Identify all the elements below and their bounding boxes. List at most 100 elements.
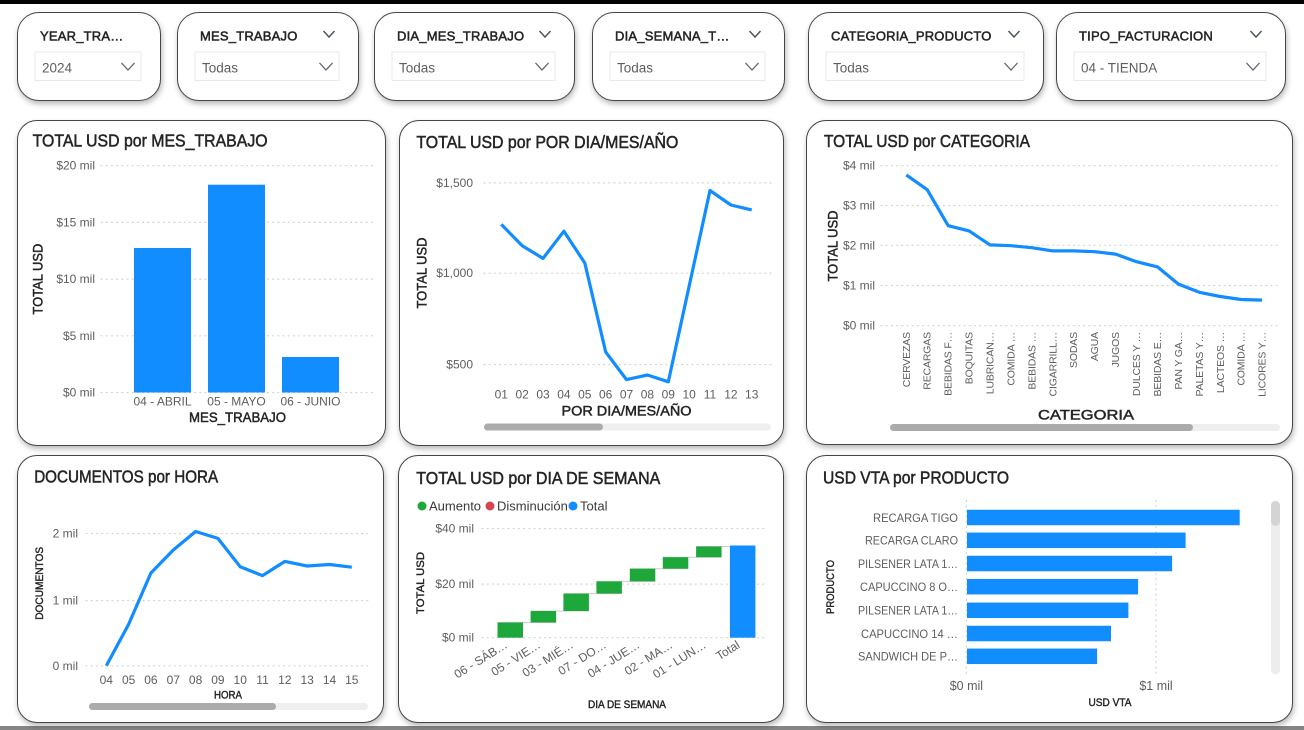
svg-text:10: 10 (682, 388, 696, 402)
svg-text:12: 12 (278, 673, 292, 687)
svg-text:RECARGA TIGO: RECARGA TIGO (873, 511, 958, 525)
svg-text:RECARGAS: RECARGAS (922, 332, 934, 390)
svg-text:POR DIA/MES/AÑO: POR DIA/MES/AÑO (562, 404, 692, 419)
svg-text:$5 mil: $5 mil (63, 329, 95, 343)
svg-text:BEBIDAS …: BEBIDAS … (1026, 332, 1038, 390)
svg-text:TOTAL USD: TOTAL USD (826, 210, 841, 281)
svg-text:$20 mil: $20 mil (435, 577, 474, 591)
svg-text:DULCES Y …: DULCES Y … (1131, 332, 1143, 396)
svg-text:PRODUCTO: PRODUCTO (825, 560, 837, 614)
svg-text:2024: 2024 (42, 61, 73, 76)
svg-text:$0 mil: $0 mil (63, 386, 95, 400)
svg-text:15: 15 (345, 673, 359, 687)
svg-text:02: 02 (515, 388, 529, 402)
svg-text:BEBIDAS F…: BEBIDAS F… (943, 332, 955, 396)
svg-text:RECARGA CLARO: RECARGA CLARO (865, 534, 958, 548)
svg-text:BOQUITAS: BOQUITAS (964, 332, 976, 384)
svg-text:08: 08 (189, 673, 203, 687)
svg-text:10: 10 (234, 673, 248, 687)
svg-text:04: 04 (100, 673, 114, 687)
svg-text:DOCUMENTOS: DOCUMENTOS (34, 547, 46, 620)
svg-text:$10 mil: $10 mil (56, 272, 95, 286)
svg-text:TOTAL USD: TOTAL USD (31, 243, 46, 314)
svg-text:MES_TRABAJO: MES_TRABAJO (200, 29, 298, 44)
svg-text:05: 05 (578, 388, 592, 402)
svg-text:CATEGORIA: CATEGORIA (1038, 408, 1134, 423)
svg-text:11: 11 (704, 388, 717, 402)
svg-text:YEAR_TRA…: YEAR_TRA… (40, 29, 123, 44)
svg-text:05: 05 (122, 673, 136, 687)
svg-text:CAPUCCINO 14 …: CAPUCCINO 14 … (861, 627, 958, 641)
svg-text:Aumento: Aumento (429, 499, 481, 514)
svg-text:$0 mil: $0 mil (442, 631, 474, 645)
svg-text:07: 07 (620, 388, 634, 402)
svg-text:09: 09 (662, 388, 676, 402)
svg-text:06: 06 (144, 673, 158, 687)
svg-text:DIA_SEMANA_T…: DIA_SEMANA_T… (615, 29, 730, 44)
svg-text:PILSENER LATA 1…: PILSENER LATA 1… (858, 557, 958, 571)
svg-text:Total: Total (713, 638, 742, 663)
svg-text:USD VTA por PRODUCTO: USD VTA por PRODUCTO (823, 468, 1009, 488)
svg-text:MES_TRABAJO: MES_TRABAJO (189, 410, 286, 425)
svg-text:$4 mil: $4 mil (843, 159, 875, 173)
svg-text:$2 mil: $2 mil (843, 238, 875, 252)
svg-text:LUBRICAN…: LUBRICAN… (985, 332, 997, 394)
svg-text:$3 mil: $3 mil (843, 199, 875, 213)
svg-text:TOTAL USD: TOTAL USD (415, 237, 430, 308)
svg-text:COMIDA …: COMIDA … (1005, 332, 1017, 386)
svg-text:TOTAL USD por MES_TRABAJO: TOTAL USD por MES_TRABAJO (33, 131, 268, 152)
svg-text:DOCUMENTOS por HORA: DOCUMENTOS por HORA (34, 467, 218, 487)
svg-text:$1 mil: $1 mil (1139, 679, 1172, 693)
svg-text:SODAS: SODAS (1068, 332, 1080, 368)
svg-text:06 - JUNIO: 06 - JUNIO (280, 395, 340, 409)
svg-text:$0 mil: $0 mil (843, 319, 875, 333)
svg-text:$1 mil: $1 mil (843, 279, 875, 293)
svg-text:HORA: HORA (214, 690, 243, 702)
svg-text:CIGARRILL…: CIGARRILL… (1047, 332, 1059, 396)
svg-text:07: 07 (167, 673, 181, 687)
svg-text:DIA DE SEMANA: DIA DE SEMANA (588, 699, 667, 711)
svg-text:TOTAL USD: TOTAL USD (415, 552, 427, 614)
svg-text:0 mil: 0 mil (53, 659, 78, 673)
svg-text:01: 01 (495, 388, 509, 402)
svg-text:CAPUCCINO 8 O…: CAPUCCINO 8 O… (860, 580, 958, 594)
svg-text:2 mil: 2 mil (53, 527, 78, 541)
svg-text:04 - TIENDA: 04 - TIENDA (1081, 61, 1157, 76)
svg-text:TIPO_FACTURACION: TIPO_FACTURACION (1079, 29, 1213, 44)
svg-text:USD VTA: USD VTA (1089, 697, 1133, 709)
svg-text:03: 03 (536, 388, 550, 402)
svg-text:TOTAL USD por DIA DE SEMANA: TOTAL USD por DIA DE SEMANA (416, 468, 660, 488)
svg-text:$20 mil: $20 mil (56, 159, 95, 173)
svg-text:Todas: Todas (202, 61, 238, 76)
svg-text:1 mil: 1 mil (53, 594, 78, 608)
svg-text:06: 06 (599, 388, 613, 402)
svg-text:$1,500: $1,500 (436, 176, 473, 190)
svg-text:COMIDA …: COMIDA … (1236, 332, 1248, 386)
svg-text:Todas: Todas (399, 61, 435, 76)
svg-text:Disminución: Disminución (497, 499, 568, 514)
svg-text:Total: Total (580, 499, 608, 514)
svg-text:$40 mil: $40 mil (435, 522, 474, 536)
svg-text:$1,000: $1,000 (436, 266, 473, 280)
svg-text:PAN Y GA…: PAN Y GA… (1173, 332, 1185, 390)
svg-text:LACTEOS …: LACTEOS … (1215, 332, 1227, 393)
svg-text:SANDWICH DE P…: SANDWICH DE P… (858, 650, 958, 664)
svg-text:$15 mil: $15 mil (56, 215, 95, 229)
svg-text:05 - MAYO: 05 - MAYO (207, 395, 265, 409)
svg-text:TOTAL USD por POR DIA/MES/AÑO: TOTAL USD por POR DIA/MES/AÑO (416, 131, 678, 152)
svg-text:04: 04 (557, 388, 571, 402)
svg-text:CERVEZAS: CERVEZAS (901, 332, 913, 387)
svg-text:08: 08 (641, 388, 655, 402)
svg-text:12: 12 (724, 388, 738, 402)
svg-text:Todas: Todas (617, 61, 653, 76)
svg-text:$0 mil: $0 mil (950, 679, 983, 693)
svg-text:JUGOS: JUGOS (1110, 332, 1122, 368)
svg-text:11: 11 (256, 673, 269, 687)
svg-text:13: 13 (301, 673, 315, 687)
svg-text:Todas: Todas (833, 61, 869, 76)
svg-text:LICORES Y…: LICORES Y… (1257, 332, 1269, 397)
svg-text:PILSENER LATA 1…: PILSENER LATA 1… (858, 604, 958, 618)
svg-text:14: 14 (323, 673, 337, 687)
svg-text:DIA_MES_TRABAJO: DIA_MES_TRABAJO (397, 29, 524, 44)
svg-text:09: 09 (211, 673, 225, 687)
